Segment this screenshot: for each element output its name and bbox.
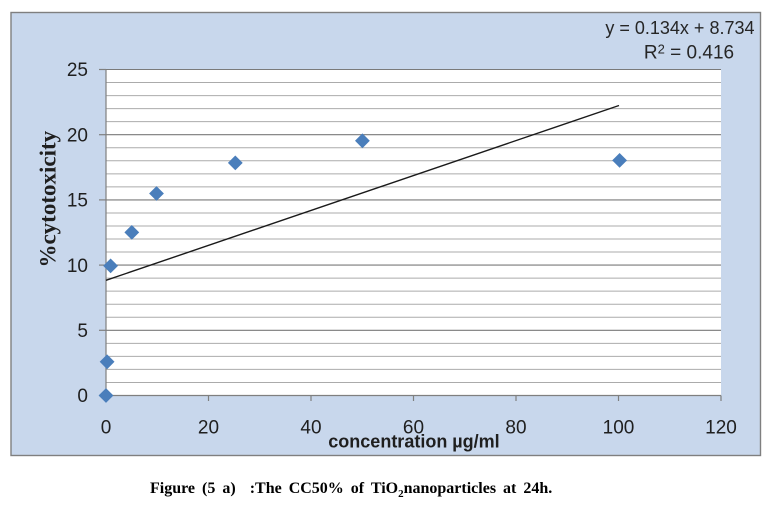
svg-text:y = 0.134x + 8.734: y = 0.134x + 8.734 [605, 18, 754, 38]
svg-text:10: 10 [67, 256, 88, 277]
svg-text:5: 5 [77, 321, 88, 342]
svg-text:80: 80 [505, 418, 526, 439]
svg-text:0: 0 [101, 418, 112, 439]
svg-text:0: 0 [77, 386, 88, 407]
svg-text:60: 60 [403, 418, 424, 439]
svg-text:20: 20 [198, 418, 219, 439]
svg-text:R2 = 0.416: R2 = 0.416 [644, 42, 734, 64]
svg-text:25: 25 [67, 60, 88, 81]
svg-text:%cytotoxicity: %cytotoxicity [36, 130, 61, 267]
svg-text:concentration µg/ml: concentration µg/ml [328, 432, 499, 452]
svg-text:15: 15 [67, 191, 88, 212]
svg-text:40: 40 [300, 418, 321, 439]
svg-text:20: 20 [67, 125, 88, 146]
svg-text:100: 100 [603, 418, 635, 439]
svg-text:120: 120 [705, 418, 737, 439]
